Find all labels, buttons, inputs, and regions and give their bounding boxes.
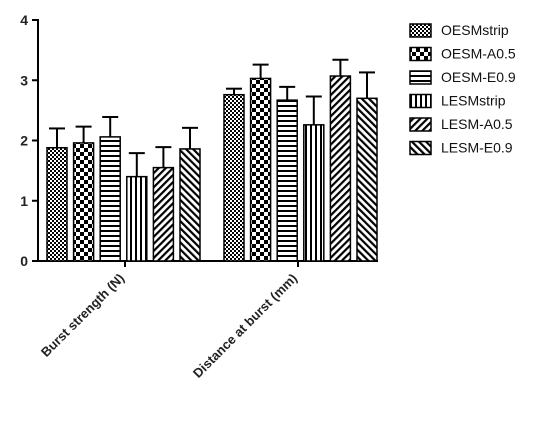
legend-item: LESM-E0.9 [409, 140, 513, 156]
x-category-label: Distance at burst (mm) [190, 271, 300, 381]
bar [72, 142, 95, 262]
plot-area: 0 1 2 3 4 Burst strength (N) Distance at burst… [20, 12, 378, 381]
legend-swatch [409, 117, 432, 132]
legend-swatch [409, 70, 432, 85]
legend-item: OESM-E0.9 [409, 69, 516, 85]
y-tick-label: 1 [20, 193, 28, 209]
legend-label: OESM-A0.5 [441, 46, 516, 62]
bar [356, 97, 378, 262]
legend-label: LESMstrip [441, 93, 506, 109]
legend-label: OESMstrip [441, 22, 509, 38]
bar [99, 136, 121, 262]
legend-label: LESM-A0.5 [441, 116, 513, 132]
bar [329, 75, 352, 262]
bar [179, 148, 201, 262]
y-tick-label: 4 [20, 12, 28, 28]
legend-item: OESM-A0.5 [409, 46, 516, 62]
bar [276, 99, 298, 262]
legend-label: LESM-E0.9 [441, 140, 513, 156]
legend-swatch [409, 46, 432, 62]
x-category-label: Burst strength (N) [38, 271, 127, 360]
legend-item: LESM-A0.5 [409, 116, 513, 132]
y-tick-label: 0 [20, 253, 28, 269]
bar [152, 166, 175, 262]
legend-item: OESMstrip [409, 22, 509, 38]
y-tick-label: 3 [20, 72, 28, 88]
y-tick-label: 2 [20, 133, 28, 149]
legend-item: LESMstrip [409, 93, 506, 109]
legend-label: OESM-E0.9 [441, 69, 516, 85]
legend-swatch [409, 140, 432, 156]
legend-swatch [409, 23, 432, 38]
legend-swatch [409, 93, 432, 109]
bar [303, 124, 325, 262]
bar [46, 146, 68, 262]
bar [223, 93, 245, 262]
legend: OESMstrip OESM-A0.5 OESM-E0.9 LESMstrip LESM… [409, 22, 516, 156]
bar [249, 77, 272, 262]
bar [126, 175, 148, 262]
